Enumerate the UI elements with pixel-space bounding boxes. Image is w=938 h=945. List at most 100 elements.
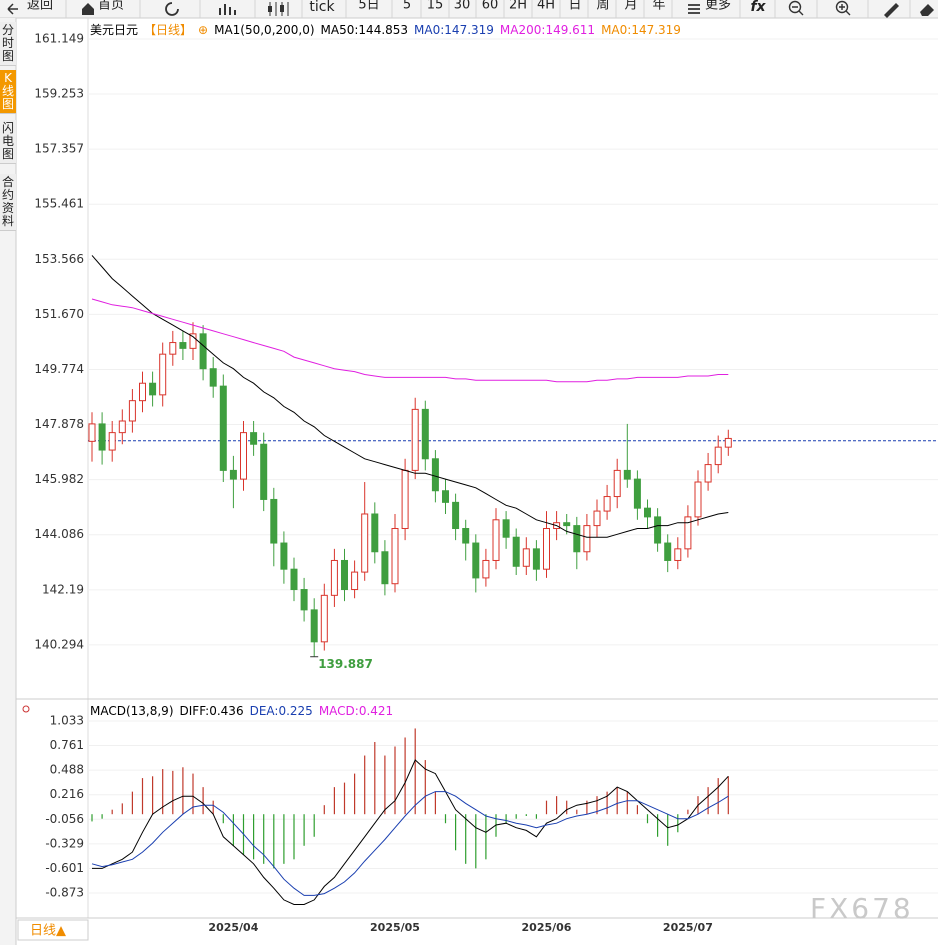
x-tick-label: 2025/05 <box>370 921 420 934</box>
y-tick-label: -0.601 <box>45 861 84 875</box>
toolbar-button[interactable]: 周 <box>596 0 609 13</box>
x-tick-label: 2025/07 <box>663 921 713 934</box>
y-tick-label: 145.982 <box>34 472 84 486</box>
candle-body <box>401 469 409 530</box>
candle-body <box>108 432 116 451</box>
legend-item: DIFF:0.436 <box>180 704 244 718</box>
zoom-out-icon <box>792 6 804 16</box>
candle-body <box>411 408 419 471</box>
legend-value: 147.319 <box>444 22 494 37</box>
eraser-icon[interactable] <box>920 4 934 16</box>
legend-item: MA50:144.853 <box>321 23 409 37</box>
y-tick-label: 0.488 <box>50 763 84 777</box>
toolbar-button[interactable]: fx <box>750 0 766 15</box>
candle-body <box>381 551 389 585</box>
sidebar <box>0 18 16 945</box>
zoom-in-icon[interactable] <box>835 0 849 14</box>
candle-body <box>250 432 258 445</box>
chart-header: MACD(13,8,9) DIFF:0.436 DEA:0.225 MACD:0.4… <box>90 704 393 718</box>
candle-body <box>290 568 298 591</box>
refresh-icon[interactable] <box>165 2 179 16</box>
candle-body <box>543 528 550 570</box>
candle-body <box>179 342 187 349</box>
candle-body <box>128 400 136 422</box>
side-tab-active[interactable]: K线图 <box>0 70 16 114</box>
y-tick-label: 144.086 <box>34 527 84 541</box>
candle-body <box>240 432 247 480</box>
candle-body <box>139 382 146 402</box>
candle-body <box>189 333 197 349</box>
chart-title: MACD(13,8,9) <box>90 704 174 718</box>
back-icon[interactable] <box>7 3 18 15</box>
panel-icon[interactable] <box>22 705 30 713</box>
candle-body <box>320 594 328 643</box>
legend-label: MA50: <box>320 22 359 37</box>
candle-body <box>169 342 177 355</box>
candle-body <box>341 559 348 591</box>
toolbar-button[interactable]: 2H <box>509 0 527 13</box>
zoom-in-icon <box>839 4 851 16</box>
legend-label: MA0: <box>601 22 632 37</box>
side-tab[interactable]: 分时图 <box>0 22 16 66</box>
candle-body <box>563 522 571 527</box>
bottom-tab-bg[interactable] <box>17 919 89 941</box>
chart-header: 美元日元 【日线】 ⊕ MA1(50,0,200,0) MA50:144.853… <box>90 21 681 38</box>
toolbar-button[interactable]: 60 <box>482 0 499 13</box>
toolbar-button[interactable]: tick <box>309 0 335 15</box>
candle-body <box>361 513 369 573</box>
bottom-tab[interactable]: 日线▲ <box>30 924 66 939</box>
x-tick-label: 2025/04 <box>208 921 258 934</box>
candle-body <box>654 516 662 544</box>
legend-item: MA0:147.319 <box>414 23 494 37</box>
candle-body <box>704 464 712 483</box>
toolbar-button[interactable]: 30 <box>454 0 471 13</box>
candle-body <box>522 548 530 567</box>
candle-body <box>674 548 682 561</box>
candle-body <box>694 481 702 518</box>
y-tick-label: 157.357 <box>34 142 84 156</box>
candle-body <box>452 501 460 530</box>
toolbar-separators <box>65 0 911 18</box>
toolbar-button[interactable]: 15 <box>427 0 444 13</box>
toolbar-button[interactable]: 返回 <box>27 0 53 13</box>
chart-icon[interactable] <box>219 4 236 15</box>
legend-value: 0.225 <box>278 704 313 718</box>
chart-title: 美元日元 <box>90 23 139 37</box>
toolbar-button[interactable]: 4H <box>537 0 555 13</box>
side-tab[interactable]: 合约资料 <box>0 174 16 231</box>
toolbar-button[interactable]: 5 <box>403 0 411 13</box>
toolbar-button[interactable]: 5日 <box>358 0 379 13</box>
candle-body <box>623 469 631 480</box>
y-tick-label: 140.294 <box>34 637 84 651</box>
candle-body <box>512 536 520 567</box>
pen-icon[interactable] <box>884 3 899 18</box>
candle-body <box>462 528 470 544</box>
candle-body <box>229 469 237 480</box>
side-tab[interactable]: 闪电图 <box>0 120 16 164</box>
toolbar-button[interactable]: 年 <box>652 0 665 13</box>
y-tick-label: 161.149 <box>34 31 84 45</box>
toolbar-button[interactable]: 首页 <box>98 0 124 13</box>
zoom-out-icon[interactable] <box>788 0 802 14</box>
series-line <box>91 255 729 538</box>
candle-body <box>330 559 338 596</box>
legend-label: DEA: <box>249 704 279 718</box>
home-icon[interactable] <box>82 3 94 15</box>
toolbar-button[interactable]: 更多 <box>705 0 731 13</box>
legend-item: MA0:147.319 <box>601 23 681 37</box>
series-line <box>91 791 729 896</box>
y-tick-label: 1.033 <box>50 713 84 727</box>
series-line <box>91 298 729 383</box>
toolbar-button[interactable]: 月 <box>624 0 637 13</box>
legend-label: MA200: <box>499 22 546 37</box>
legend-label: DIFF: <box>179 704 210 718</box>
y-tick-label: -0.056 <box>45 812 84 826</box>
add-icon[interactable]: ⊕ <box>198 22 209 37</box>
candle-body <box>664 542 672 561</box>
legend-value: 144.853 <box>358 22 409 37</box>
more-icon[interactable] <box>688 4 700 14</box>
legend-value: 149.611 <box>545 22 596 37</box>
y-tick-label: 151.670 <box>34 307 84 321</box>
toolbar-button[interactable]: 日 <box>568 0 581 13</box>
